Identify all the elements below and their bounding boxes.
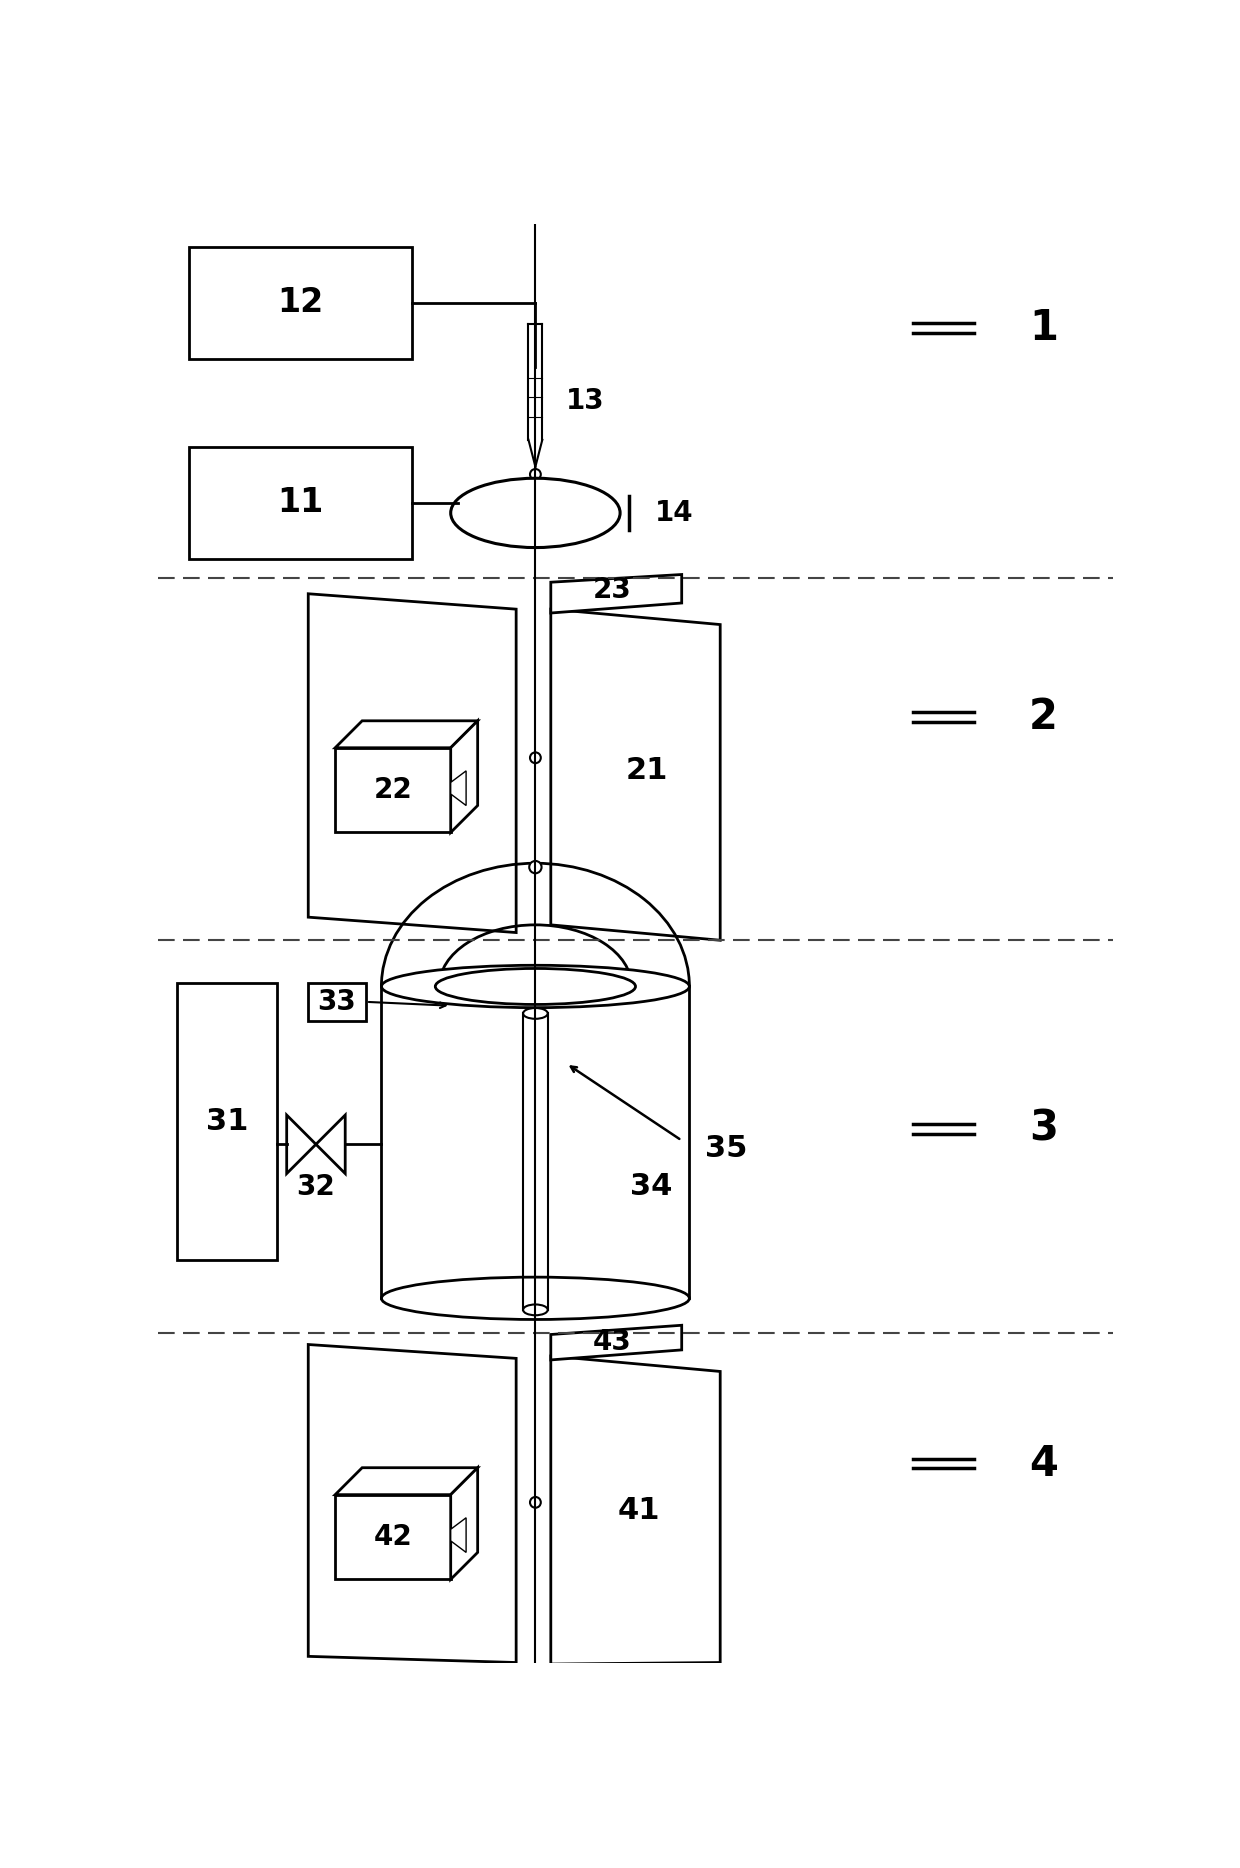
Text: 1: 1 <box>1029 306 1058 349</box>
Bar <box>335 747 450 833</box>
Circle shape <box>529 469 541 480</box>
Text: 22: 22 <box>373 775 413 803</box>
Bar <box>309 983 366 1022</box>
Circle shape <box>529 753 541 764</box>
Polygon shape <box>551 1324 682 1360</box>
Text: 34: 34 <box>630 1171 672 1201</box>
Text: 21: 21 <box>626 757 668 785</box>
Polygon shape <box>551 575 682 613</box>
Text: 23: 23 <box>593 575 631 603</box>
Text: 13: 13 <box>567 387 605 415</box>
Text: 14: 14 <box>655 499 693 527</box>
Text: 3: 3 <box>1029 1108 1058 1151</box>
Text: 31: 31 <box>206 1106 248 1136</box>
Text: 4: 4 <box>1029 1442 1058 1485</box>
Polygon shape <box>316 1115 345 1173</box>
Polygon shape <box>551 1356 720 1664</box>
Polygon shape <box>335 1468 477 1494</box>
Ellipse shape <box>523 1304 548 1315</box>
Polygon shape <box>309 1345 516 1663</box>
Circle shape <box>529 861 542 872</box>
Polygon shape <box>450 1519 466 1552</box>
Bar <box>335 1494 450 1578</box>
Bar <box>188 247 412 359</box>
Polygon shape <box>450 1468 477 1578</box>
Polygon shape <box>450 771 466 805</box>
Circle shape <box>529 1496 541 1507</box>
Text: 12: 12 <box>278 286 324 319</box>
Text: 33: 33 <box>317 988 356 1016</box>
Text: 43: 43 <box>593 1328 631 1356</box>
Polygon shape <box>335 721 477 747</box>
Ellipse shape <box>450 478 620 547</box>
Polygon shape <box>309 594 516 932</box>
Ellipse shape <box>523 1009 548 1018</box>
Polygon shape <box>286 1115 316 1173</box>
Text: 32: 32 <box>296 1173 335 1201</box>
Polygon shape <box>450 721 477 833</box>
Text: 42: 42 <box>373 1522 413 1550</box>
Ellipse shape <box>382 1278 689 1319</box>
Text: 41: 41 <box>618 1496 661 1524</box>
Text: 2: 2 <box>1029 697 1058 738</box>
Polygon shape <box>551 609 720 940</box>
Ellipse shape <box>382 966 689 1007</box>
Bar <box>188 448 412 559</box>
Bar <box>177 983 278 1259</box>
Text: 11: 11 <box>278 486 324 519</box>
Ellipse shape <box>435 968 635 1005</box>
Text: 35: 35 <box>704 1134 748 1162</box>
